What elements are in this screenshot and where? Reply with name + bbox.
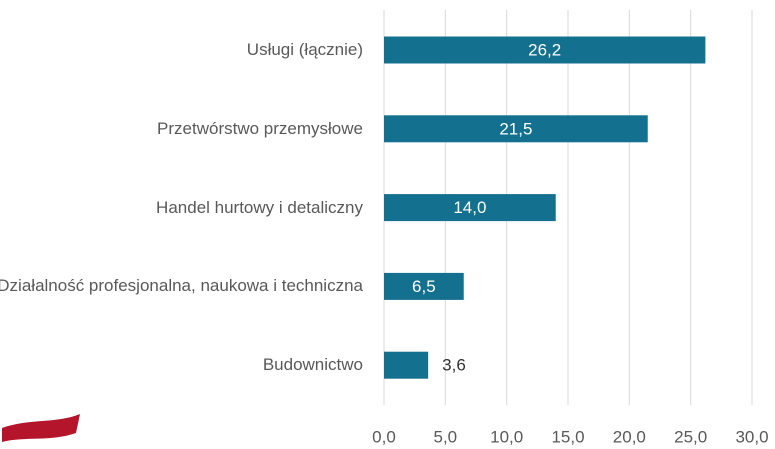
bar [384, 351, 429, 379]
category-label: Usługi (łącznie) [246, 40, 363, 59]
x-tick-label: 0,0 [372, 427, 396, 446]
data-label: 3,6 [442, 356, 466, 375]
x-tick-label: 25,0 [674, 427, 707, 446]
x-tick-label: 10,0 [490, 427, 523, 446]
data-label: 26,2 [528, 40, 561, 59]
x-tick-label: 30,0 [735, 427, 768, 446]
bar [384, 272, 464, 300]
logo [2, 414, 80, 442]
data-label: 14,0 [453, 198, 486, 217]
category-label: Przetwórstwo przemysłowe [157, 118, 363, 138]
data-label: 21,5 [499, 119, 532, 138]
category-label: Działalność profesjonalna, naukowa i tec… [0, 276, 363, 296]
x-tick-label: 5,0 [434, 427, 458, 446]
category-label: Handel hurtowy i detaliczny [156, 197, 363, 217]
data-label: 6,5 [412, 277, 436, 296]
bar [384, 194, 556, 222]
bar [384, 115, 648, 143]
category-label: Budownictwo [262, 355, 363, 375]
bar [384, 36, 706, 64]
x-tick-label: 15,0 [551, 427, 584, 446]
x-tick-label: 20,0 [613, 427, 646, 446]
